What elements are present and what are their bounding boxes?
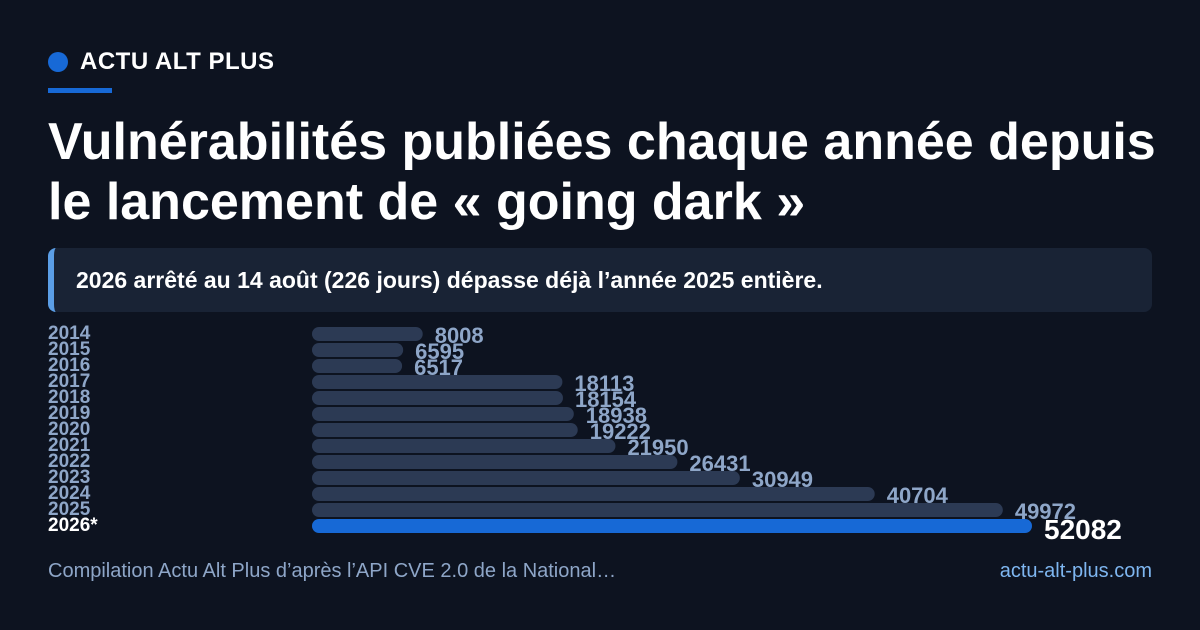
category-label: 2026* [48, 515, 98, 536]
bar [312, 487, 875, 501]
value-label: 18154 [575, 387, 637, 412]
callout-text: 2026 arrêté au 14 août (226 jours) dépas… [76, 266, 823, 293]
category-label: 2023 [48, 467, 90, 488]
value-label: 6595 [415, 339, 464, 364]
bar [312, 407, 574, 421]
bar [312, 391, 563, 405]
category-label: 2019 [48, 403, 90, 424]
category-label: 2024 [48, 483, 91, 504]
bar [312, 503, 1003, 517]
category-label: 2021 [48, 435, 91, 456]
bar [312, 439, 616, 453]
value-label: 8008 [435, 323, 484, 348]
bar [312, 455, 678, 469]
bar [312, 343, 404, 357]
category-label: 2025 [48, 499, 91, 520]
value-label: 52082 [1044, 514, 1122, 545]
bar [312, 359, 403, 373]
bar [312, 375, 563, 389]
bar [312, 423, 578, 437]
bar [312, 519, 1032, 533]
brand-name: ACTU ALT PLUS [80, 48, 275, 75]
category-label: 2015 [48, 339, 91, 360]
brand: ACTU ALT PLUS [48, 48, 274, 76]
value-label: 18113 [574, 371, 634, 396]
bar [312, 327, 423, 341]
source-note: Compilation Actu Alt Plus d’après l’API … [48, 560, 617, 582]
brand-underline [48, 88, 112, 93]
category-label: 2014 [48, 323, 91, 344]
bar [312, 471, 740, 485]
category-label: 2022 [48, 451, 90, 472]
category-label: 2016 [48, 355, 90, 376]
callout-box: 2026 arrêté au 14 août (226 jours) dépas… [48, 248, 1152, 312]
category-label: 2020 [48, 419, 90, 440]
category-label: 2018 [48, 387, 90, 408]
site-link[interactable]: actu-alt-plus.com [999, 560, 1152, 582]
page-title: Vulnérabilités publiées chaque année dep… [48, 113, 1156, 231]
brand-dot-icon [48, 52, 68, 72]
value-label: 18938 [586, 403, 647, 428]
category-label: 2017 [48, 371, 90, 392]
